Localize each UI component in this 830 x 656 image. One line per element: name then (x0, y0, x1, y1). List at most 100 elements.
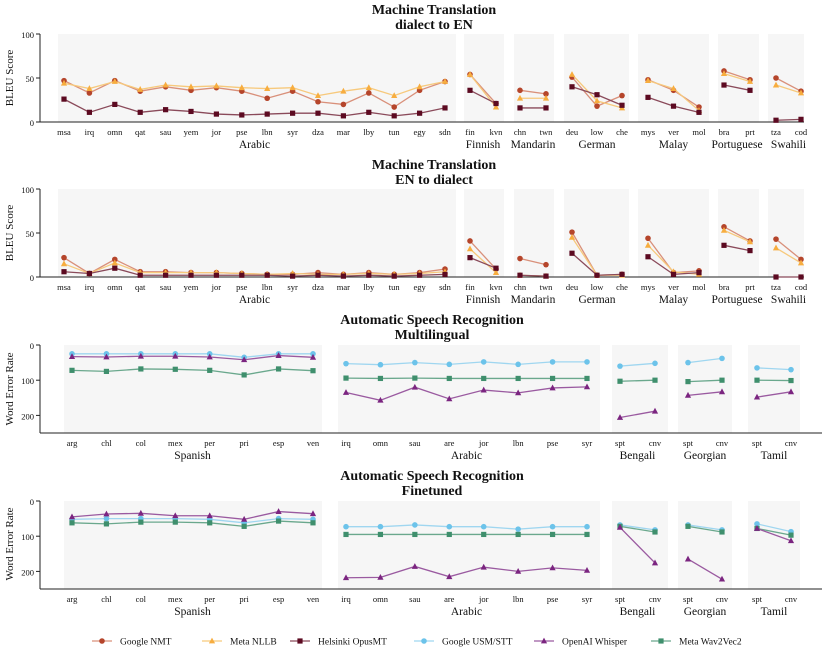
data-point-helsinki_opusmt (264, 272, 270, 278)
data-point-meta_nllb (746, 78, 754, 84)
group-label: Swahili (771, 139, 806, 151)
data-point-helsinki_opusmt (290, 110, 296, 116)
data-point-helsinki_opusmt (493, 265, 499, 271)
series-line-helsinki_opusmt (723, 244, 751, 252)
data-point-google_nmt (391, 104, 398, 110)
data-point-helsinki_opusmt (391, 113, 397, 119)
series-line-meta_nllb (775, 84, 802, 94)
x-tick-label: cnv (649, 594, 662, 604)
group-label: Finnish (466, 294, 501, 306)
x-tick-label: mex (168, 438, 183, 448)
data-point-helsinki_opusmt (417, 272, 423, 278)
data-point-helsinki_opusmt (569, 250, 575, 256)
data-point-openai_whisper (137, 509, 144, 516)
data-point-helsinki_opusmt (366, 109, 372, 115)
data-point-meta_nllb (86, 85, 93, 91)
series-line-openai_whisper (71, 354, 314, 361)
data-point-helsinki_opusmt (340, 273, 346, 279)
y-tick-label: 0 (30, 273, 34, 283)
x-tick-label: syr (287, 282, 298, 292)
series-line-helsinki_opusmt (723, 84, 751, 91)
series-line-meta_wav2vec2 (71, 368, 314, 376)
group-background (768, 189, 804, 277)
series-line-openai_whisper (619, 526, 656, 564)
x-tick-label: lbn (262, 282, 274, 292)
data-point-google_usm_stt (480, 359, 487, 365)
data-point-meta_nllb (542, 94, 550, 101)
data-point-openai_whisper (446, 573, 453, 580)
data-point-google_usm_stt (515, 361, 521, 368)
data-point-helsinki_opusmt (467, 255, 473, 261)
legend-label: Google USM/STT (442, 638, 513, 648)
group-label: Mandarin (511, 139, 556, 151)
data-point-meta_nllb (797, 89, 805, 96)
data-point-meta_nllb (416, 83, 423, 90)
group-label: Finnish (466, 139, 501, 151)
legend-item-helsinki_opusmt: Helsinki OpusMT (290, 638, 387, 648)
x-tick-label: are (444, 594, 455, 604)
group-background (58, 189, 456, 277)
data-point-helsinki_opusmt (594, 92, 600, 98)
data-point-google_usm_stt (652, 360, 658, 367)
data-point-helsinki_opusmt (391, 273, 397, 279)
series-line-openai_whisper (687, 558, 723, 580)
series-line-google_usm_stt (619, 524, 656, 531)
data-point-meta_wav2vec2 (138, 519, 144, 525)
data-point-meta_wav2vec2 (412, 531, 418, 538)
series-line-openai_whisper (756, 527, 792, 542)
panel-subtitle: Multilingual (395, 328, 470, 343)
x-tick-label: qat (135, 282, 146, 292)
data-point-openai_whisper (684, 555, 692, 562)
x-tick-label: spt (615, 438, 626, 448)
x-tick-label: chl (101, 594, 112, 604)
series-line-google_nmt (775, 77, 802, 92)
series-line-google_usm_stt (346, 524, 587, 530)
x-tick-label: yem (184, 282, 199, 292)
data-point-helsinki_opusmt (188, 108, 194, 115)
series-line-meta_nllb (63, 262, 446, 276)
data-point-meta_wav2vec2 (377, 531, 384, 538)
data-point-meta_nllb (137, 86, 144, 92)
data-point-openai_whisper (241, 356, 248, 363)
x-tick-label: arg (67, 594, 78, 604)
x-tick-label: kvn (490, 282, 504, 292)
data-point-meta_nllb (644, 77, 652, 84)
x-tick-label: omn (373, 594, 389, 604)
data-point-helsinki_opusmt (619, 102, 625, 108)
legend-label: Helsinki OpusMT (318, 638, 387, 648)
data-point-meta_nllb (466, 245, 474, 252)
data-point-helsinki_opusmt (366, 272, 372, 278)
panel-asr-finetuned: Automatic Speech Recognition Finetuned W… (4, 469, 822, 618)
data-point-google_usm_stt (446, 361, 453, 368)
series-line-meta_nllb (63, 80, 446, 97)
data-point-helsinki_opusmt (163, 107, 169, 113)
x-tick-label: pse (547, 438, 559, 448)
data-point-meta_wav2vec2 (515, 531, 521, 538)
group-backgrounds (58, 34, 804, 122)
data-point-google_usm_stt (584, 523, 590, 530)
x-tick-label: pse (236, 127, 248, 137)
y-tick-label: 200 (21, 411, 34, 421)
x-tick-label: omn (107, 127, 123, 137)
y-axis-label: Word Error Rate (4, 507, 16, 580)
data-point-google_nmt (543, 91, 549, 97)
group-background (748, 345, 800, 433)
data-point-google_usm_stt (515, 526, 521, 532)
data-point-openai_whisper (787, 537, 795, 544)
data-point-google_nmt (696, 104, 702, 110)
data-point-google_usm_stt (617, 363, 623, 369)
data-point-meta_nllb (289, 84, 296, 91)
data-point-helsinki_opusmt (773, 117, 779, 123)
data-point-meta_nllb (213, 82, 220, 89)
data-point-google_usm_stt (754, 521, 760, 527)
data-point-meta_wav2vec2 (719, 377, 725, 383)
x-tick-label: pri (239, 438, 249, 448)
data-point-openai_whisper (446, 395, 453, 402)
data-point-meta_nllb (441, 78, 449, 84)
legend-item-google_usm_stt: Google USM/STT (414, 638, 513, 648)
x-tick-label: col (136, 594, 147, 604)
data-point-meta_wav2vec2 (207, 367, 213, 373)
data-point-openai_whisper (206, 353, 213, 360)
y-axis-label: BLEU Score (4, 50, 16, 107)
data-point-openai_whisper (206, 512, 213, 519)
